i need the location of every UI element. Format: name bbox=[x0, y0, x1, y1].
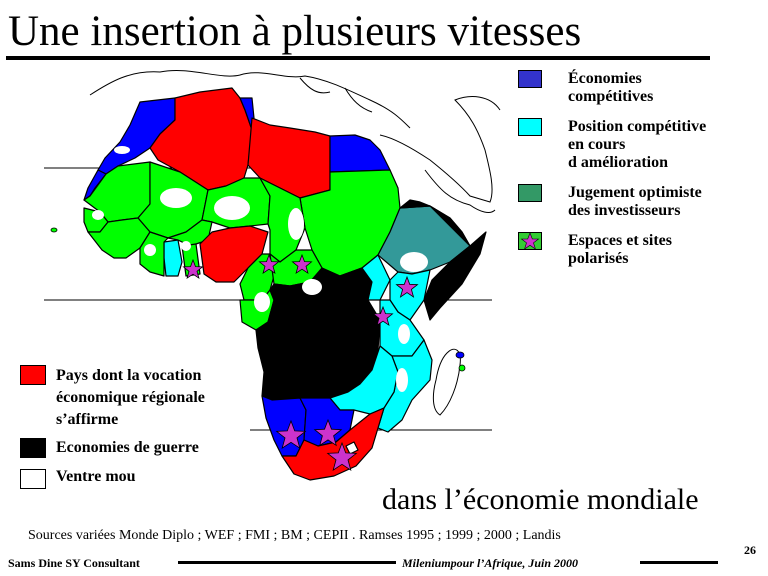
site-star-1 bbox=[182, 258, 204, 280]
legend-swatch-teal bbox=[518, 184, 542, 202]
region-somalia bbox=[399, 199, 487, 321]
footer-rule-left bbox=[178, 561, 396, 564]
legend-item-ventre-mou: Ventre mou bbox=[20, 469, 136, 489]
ventre-mou-areas bbox=[92, 146, 428, 392]
blotch-tanzania bbox=[398, 324, 410, 344]
island-cape-verde bbox=[50, 227, 58, 233]
europe-outline bbox=[89, 69, 411, 129]
footer-rule-right bbox=[640, 561, 718, 564]
legend-swatch-red bbox=[20, 365, 46, 385]
legend-swatch-white bbox=[20, 469, 46, 489]
site-star-3 bbox=[291, 253, 313, 275]
slide-title: Une insertion à plusieurs vitesses bbox=[8, 8, 582, 55]
blotch-chad bbox=[288, 208, 304, 240]
polarised-sites bbox=[182, 253, 419, 472]
middle-east-outline bbox=[379, 96, 501, 203]
country-regions bbox=[83, 87, 487, 481]
legend-swatch-cyan bbox=[518, 118, 542, 136]
island-comoros bbox=[455, 351, 465, 359]
site-star-8 bbox=[326, 441, 358, 472]
blotch-guinea bbox=[144, 244, 156, 256]
site-star-2 bbox=[258, 253, 280, 275]
region-ghana bbox=[163, 239, 183, 277]
region-egypt bbox=[329, 134, 391, 173]
legend-label-war: Economies de guerre bbox=[56, 439, 199, 456]
site-star-5 bbox=[372, 305, 394, 327]
title-underline bbox=[6, 56, 710, 60]
madagascar-outline bbox=[432, 348, 461, 416]
sources-note: Sources variées Monde Diplo ; WEF ; FMI … bbox=[28, 528, 561, 543]
region-lesotho bbox=[345, 441, 359, 455]
blotch-mali bbox=[160, 188, 192, 208]
blotch-ethiopia bbox=[400, 252, 428, 272]
europe-coast bbox=[299, 77, 373, 113]
legend-label-competitive: Économies compétitives bbox=[568, 70, 654, 105]
legend-swatch-green bbox=[518, 232, 542, 250]
legend-item-regional: Pays dont la vocation économique régiona… bbox=[20, 365, 205, 431]
blotch-car bbox=[302, 279, 322, 295]
blotch-morocco-coast bbox=[114, 146, 130, 154]
legend-label-ventre-mou: Ventre mou bbox=[56, 468, 136, 485]
site-star-6 bbox=[275, 419, 307, 450]
blotch-burkina bbox=[181, 241, 191, 251]
legend-label-investors: Jugement optimiste des investisseurs bbox=[568, 184, 702, 219]
footer-event: Mileniumpour l’Afrique, Juin 2000 bbox=[402, 556, 579, 570]
legend-item-improving: Position compétitive en cours d améliora… bbox=[518, 118, 706, 172]
site-star-4 bbox=[395, 275, 419, 298]
arabia-outline bbox=[424, 169, 496, 213]
legend-label-regional: Pays dont la vocation économique régiona… bbox=[56, 367, 205, 428]
legend-item-war: Economies de guerre bbox=[20, 438, 199, 458]
page-number: 26 bbox=[744, 543, 756, 557]
blotch-congo bbox=[254, 292, 270, 312]
site-star-7 bbox=[313, 418, 343, 447]
legend-swatch-blue bbox=[518, 70, 542, 88]
blotch-senegal bbox=[92, 210, 104, 220]
legend-swatch-black bbox=[20, 438, 46, 458]
island-mauritius bbox=[458, 364, 466, 372]
legend-label-improving: Position compétitive en cours d améliora… bbox=[568, 118, 707, 171]
legend-item-competitive: Économies compétitives bbox=[518, 70, 653, 106]
legend-item-polarised: Espaces et sites polarisés bbox=[518, 232, 672, 268]
star-icon bbox=[520, 232, 540, 250]
legend-label-polarised: Espaces et sites polarisés bbox=[568, 232, 672, 267]
blotch-mozambique bbox=[396, 368, 408, 392]
blotch-niger bbox=[214, 196, 250, 220]
footer-author: Sams Dine SY Consultant bbox=[8, 556, 140, 570]
region-south-africa bbox=[281, 407, 385, 481]
region-burkina bbox=[167, 219, 213, 247]
legend-item-investors: Jugement optimiste des investisseurs bbox=[518, 184, 702, 220]
islands bbox=[50, 227, 466, 372]
slide-subtitle: dans l’économie mondiale bbox=[382, 483, 699, 516]
